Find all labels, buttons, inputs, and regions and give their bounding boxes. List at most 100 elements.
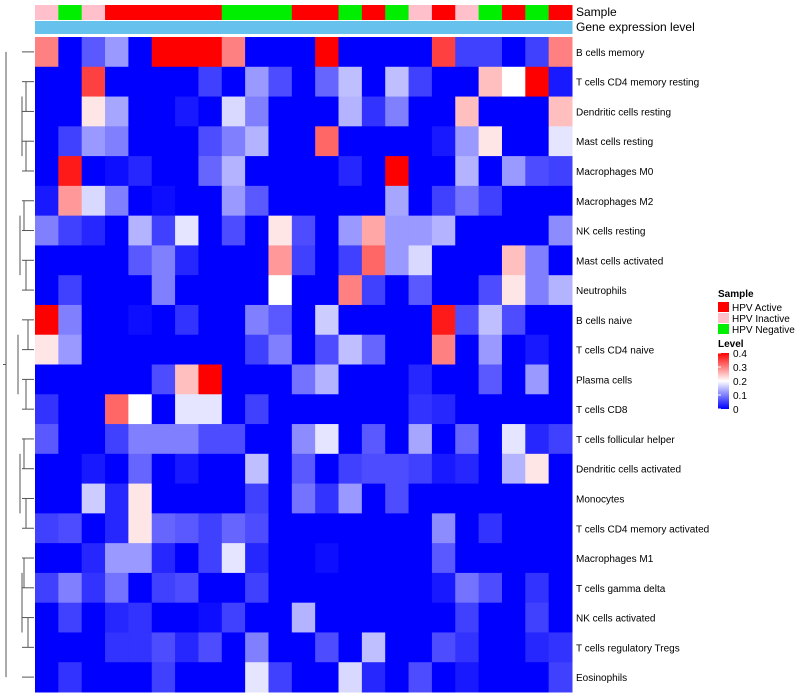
heatmap-cell bbox=[105, 632, 129, 663]
heatmap-cell bbox=[548, 364, 573, 395]
heatmap-cell bbox=[245, 275, 269, 306]
heatmap-cell bbox=[548, 185, 573, 217]
heatmap-cell bbox=[151, 513, 176, 544]
heatmap-cell bbox=[315, 632, 340, 663]
heatmap-cell bbox=[35, 424, 59, 455]
heatmap-cell bbox=[291, 662, 316, 693]
heatmap-cell bbox=[315, 483, 340, 514]
heatmap-cell bbox=[268, 632, 293, 663]
heatmap-cell bbox=[361, 424, 386, 455]
heatmap-cell bbox=[198, 96, 223, 127]
heatmap-cell bbox=[385, 394, 410, 425]
heatmap-cell bbox=[105, 185, 129, 217]
heatmap-cell bbox=[501, 156, 526, 187]
heatmap-cell bbox=[291, 513, 316, 544]
row-label: Mast cells activated bbox=[576, 256, 663, 267]
heatmap-cell bbox=[128, 334, 153, 365]
heatmap-cell bbox=[385, 66, 410, 98]
row-label: Plasma cells bbox=[576, 375, 632, 386]
heatmap-cell bbox=[291, 364, 316, 395]
heatmap-cell bbox=[175, 215, 199, 246]
heatmap-cell bbox=[315, 662, 340, 693]
heatmap-cell bbox=[361, 394, 386, 425]
heatmap-cell bbox=[81, 37, 106, 68]
heatmap-cell bbox=[175, 394, 199, 425]
heatmap-cell bbox=[245, 543, 269, 574]
heatmap-cell bbox=[385, 453, 410, 485]
heatmap-cell bbox=[151, 602, 176, 633]
heatmap-cell bbox=[548, 96, 573, 127]
heatmap-cell bbox=[455, 96, 480, 127]
heatmap-cell bbox=[525, 364, 550, 395]
heatmap-cell bbox=[58, 424, 83, 455]
heatmap-cell bbox=[315, 543, 340, 574]
heatmap-cell bbox=[478, 424, 503, 455]
sample-legend-label: HPV Active bbox=[732, 303, 782, 314]
heatmap-cell bbox=[291, 156, 316, 187]
heatmap-cell bbox=[245, 96, 269, 127]
heatmap-cell bbox=[338, 483, 363, 514]
heatmap-cell bbox=[315, 126, 340, 157]
heatmap-cell bbox=[81, 424, 106, 455]
heatmap-cell bbox=[525, 304, 550, 336]
heatmap-cell bbox=[245, 334, 269, 365]
heatmap-cell bbox=[455, 304, 480, 336]
heatmap-cell bbox=[408, 215, 433, 246]
heatmap-cell bbox=[35, 572, 59, 604]
heatmap-cell bbox=[58, 632, 83, 663]
gene-expression-annotation-cell bbox=[431, 21, 456, 34]
heatmap-cell bbox=[221, 245, 246, 276]
heatmap-cell bbox=[385, 364, 410, 395]
heatmap-cell bbox=[478, 543, 503, 574]
heatmap-cell bbox=[151, 632, 176, 663]
heatmap-cell bbox=[338, 245, 363, 276]
row-label: Eosinophils bbox=[576, 673, 627, 684]
heatmap-cell bbox=[525, 513, 550, 544]
heatmap-cell bbox=[221, 185, 246, 217]
heatmap-cell bbox=[291, 334, 316, 365]
heatmap-cell bbox=[128, 543, 153, 574]
heatmap-cell bbox=[408, 602, 433, 633]
heatmap-cell bbox=[198, 245, 223, 276]
heatmap-cell bbox=[198, 602, 223, 633]
heatmap-cell bbox=[221, 394, 246, 425]
heatmap-cell bbox=[455, 394, 480, 425]
heatmap-cell bbox=[291, 602, 316, 633]
heatmap-cell bbox=[338, 334, 363, 365]
heatmap-cell bbox=[525, 453, 550, 485]
heatmap-cell bbox=[478, 304, 503, 336]
heatmap-cell bbox=[268, 66, 293, 98]
heatmap-cell bbox=[198, 126, 223, 157]
heatmap-cell bbox=[175, 37, 199, 68]
heatmap-cell bbox=[35, 364, 59, 395]
heatmap-cell bbox=[151, 424, 176, 455]
heatmap-cell bbox=[175, 453, 199, 485]
heatmap-cell bbox=[431, 662, 456, 693]
heatmap-cell bbox=[431, 572, 456, 604]
heatmap-cell bbox=[338, 66, 363, 98]
heatmap-cell bbox=[245, 126, 269, 157]
heatmap-cell bbox=[128, 245, 153, 276]
heatmap-cell bbox=[35, 453, 59, 485]
heatmap-cell bbox=[315, 334, 340, 365]
heatmap-cell bbox=[81, 632, 106, 663]
heatmap-cell bbox=[361, 572, 386, 604]
heatmap-cell bbox=[58, 156, 83, 187]
heatmap-cell bbox=[338, 572, 363, 604]
heatmap-cell bbox=[408, 662, 433, 693]
heatmap-cell bbox=[221, 602, 246, 633]
heatmap-cell bbox=[455, 66, 480, 98]
heatmap-cell bbox=[315, 513, 340, 544]
heatmap-cell bbox=[221, 304, 246, 336]
heatmap-cell bbox=[105, 96, 129, 127]
heatmap-cell bbox=[151, 304, 176, 336]
heatmap-cell bbox=[105, 126, 129, 157]
heatmap-cell bbox=[455, 364, 480, 395]
heatmap-cell bbox=[431, 364, 456, 395]
heatmap-cell bbox=[245, 364, 269, 395]
heatmap-cell bbox=[338, 96, 363, 127]
heatmap-cell bbox=[548, 304, 573, 336]
heatmap-cell bbox=[291, 632, 316, 663]
heatmap-cell bbox=[431, 632, 456, 663]
heatmap-cell bbox=[268, 424, 293, 455]
